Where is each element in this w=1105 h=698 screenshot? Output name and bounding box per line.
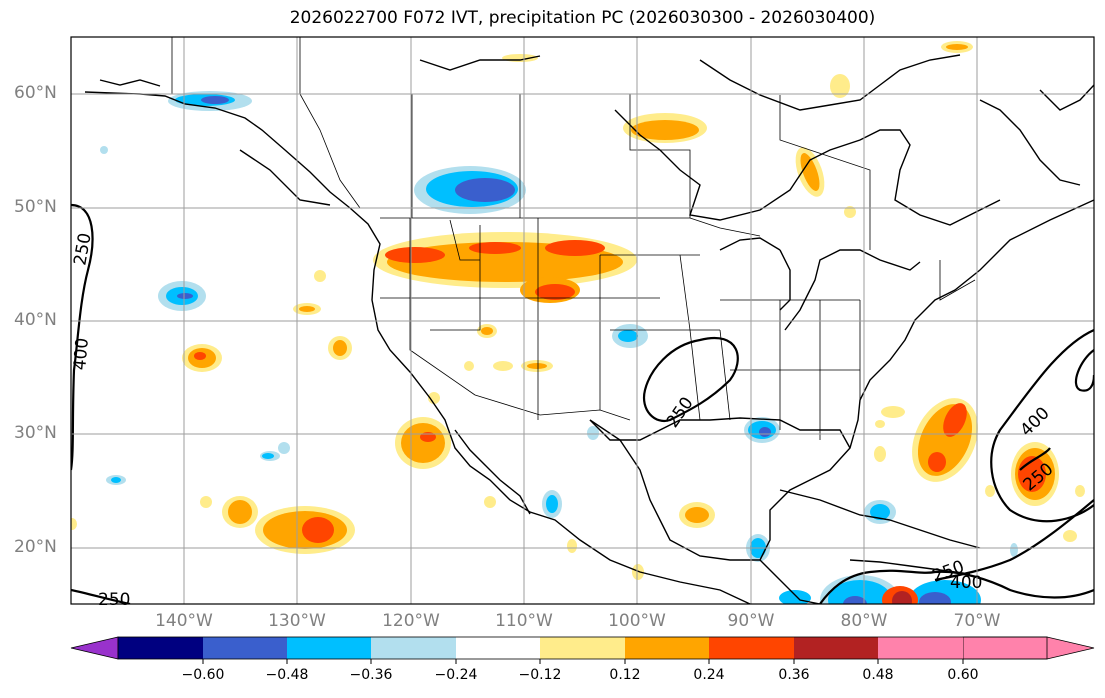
colorbar-segment [794,637,878,659]
colorbar-tick-label: 0.60 [947,667,979,683]
colorbar-tick-label: 0.24 [693,667,725,683]
colorbar-tick-label: −0.36 [349,667,393,683]
colorbar-segment [371,637,456,659]
colorbar-tick-label: −0.12 [518,667,562,683]
map-title: 2026022700 F072 IVT, precipitation PC (2… [289,8,876,28]
colorbar [70,636,1095,664]
colorbar-segment [287,637,371,659]
map-frame [70,36,1095,605]
lat-label-40n: 40°N [14,310,57,330]
contour-label: 250 [98,590,130,610]
map-content [71,37,1094,604]
colorbar-tick-label: −0.60 [181,667,225,683]
contour-label: 400 [950,573,982,593]
ivt-contours [71,203,1094,604]
colorbar-segment [118,637,203,659]
lon-label-70w: 70°W [953,611,1001,631]
lat-label-30n: 30°N [14,423,57,443]
colorbar-tick-label: 0.36 [778,667,810,683]
colorbar-tick-label: 0.12 [609,667,641,683]
lon-label-100w: 100°W [608,611,666,631]
colorbar-tick-label: −0.48 [265,667,309,683]
colorbar-segment [540,637,625,659]
colorbar-extend-high [962,636,1095,660]
lon-label-120w: 120°W [382,611,440,631]
colorbar-tick-label: 0.48 [862,667,894,683]
colorbar-extend-low [70,636,119,660]
lat-label-50n: 50°N [14,197,57,217]
colorbar-segment [878,637,963,659]
lon-label-80w: 80°W [840,611,888,631]
political-borders [171,37,976,440]
precip-fills [71,41,1085,604]
lon-label-140w: 140°W [155,611,213,631]
lon-label-130w: 130°W [268,611,326,631]
colorbar-segment [625,637,709,659]
colorbar-segment [456,637,540,659]
colorbar-segment [709,637,794,659]
lat-label-60n: 60°N [14,83,57,103]
lon-label-90w: 90°W [727,611,775,631]
colorbar-segment [203,637,287,659]
graticule [71,37,1094,604]
colorbar-tick-label: −0.24 [434,667,478,683]
contour-label: 400 [70,337,93,371]
lat-label-20n: 20°N [14,537,57,557]
lon-label-110w: 110°W [495,611,553,631]
